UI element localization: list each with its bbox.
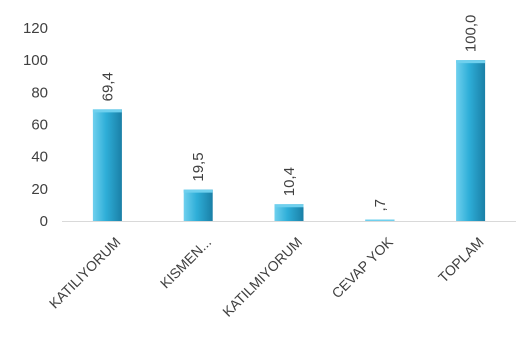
category-label: TOPLAM (435, 234, 487, 286)
data-label: 100,0 (463, 15, 480, 53)
x-axis: KATILIYORUM KISMEN... KATILMIYORUM CEVAP YO… (46, 221, 516, 320)
bar (274, 204, 304, 221)
bar (92, 109, 122, 221)
y-tick-label: 0 (40, 213, 48, 230)
category-label: CEVAP YOK (328, 233, 396, 301)
y-tick-label: 60 (31, 117, 48, 134)
category-label: KATILMIYORUM (219, 234, 305, 320)
bar-top-highlight (183, 189, 213, 193)
data-label: 10,4 (281, 167, 298, 196)
bar-top-highlight (456, 60, 486, 64)
y-tick-label: 80 (31, 84, 48, 101)
bars-group: 69,4 19,5 10,4 ,7 100,0 (92, 15, 486, 221)
y-tick-label: 100 (23, 52, 48, 69)
data-label: 69,4 (99, 72, 116, 101)
bar-top-highlight (365, 219, 395, 221)
y-tick-label: 20 (31, 181, 48, 198)
bar (456, 60, 486, 221)
data-label: ,7 (372, 199, 389, 212)
y-tick-label: 40 (31, 149, 48, 166)
category-label: KATILIYORUM (46, 234, 124, 312)
bar-top-highlight (274, 204, 304, 208)
bar (183, 189, 213, 221)
y-tick-label: 120 (23, 20, 48, 37)
category-label: KISMEN... (157, 234, 215, 292)
bar-top-highlight (92, 109, 122, 113)
data-label: 19,5 (190, 152, 207, 181)
y-axis: 0 20 40 60 80 100 120 (23, 20, 48, 230)
